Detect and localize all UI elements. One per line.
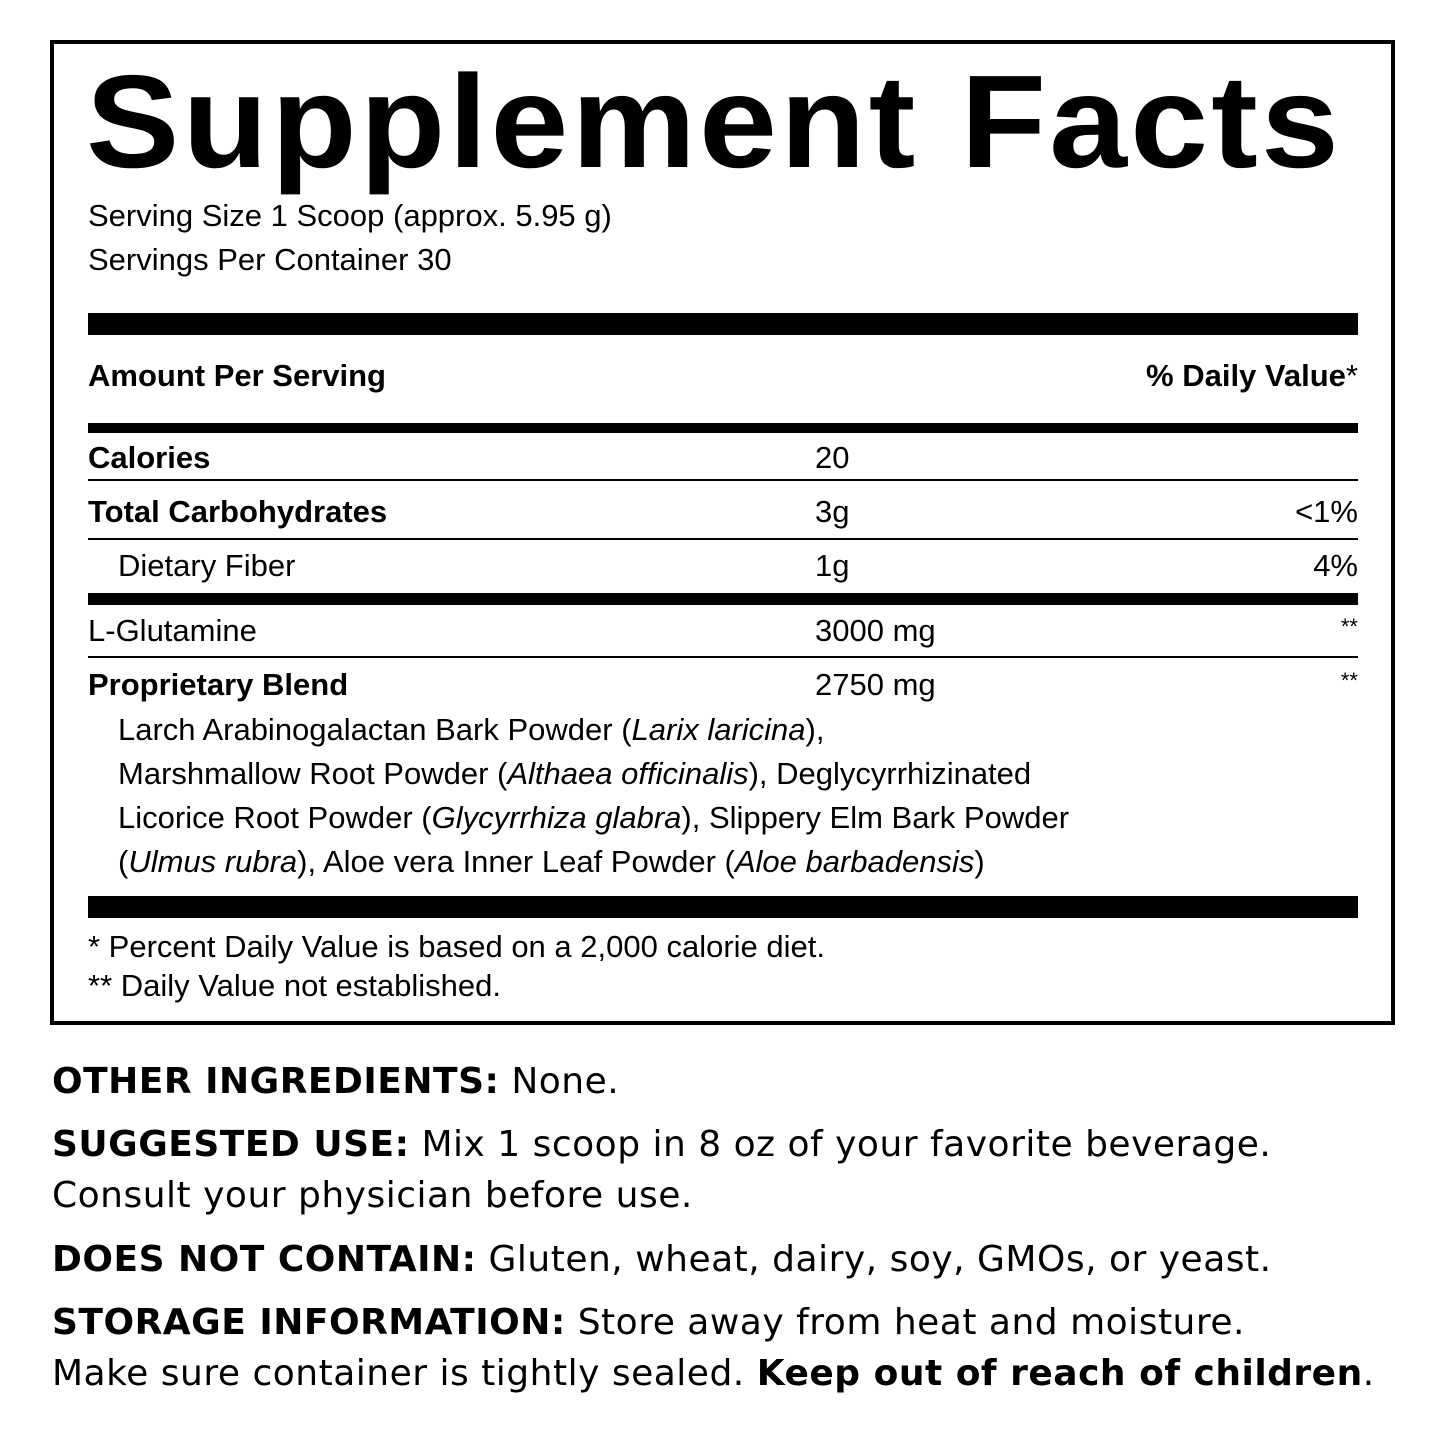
row-dv: ** bbox=[1340, 614, 1358, 639]
daily-value-label: % Daily Value bbox=[1146, 358, 1346, 393]
footnote: ** Daily Value not established. bbox=[88, 968, 502, 1003]
blend-line: Larch Arabinogalactan Bark Powder (Larix… bbox=[118, 712, 825, 747]
serving-size: Serving Size 1 Scoop (approx. 5.95 g) bbox=[88, 198, 612, 233]
blend-line: (Ulmus rubra), Aloe vera Inner Leaf Powd… bbox=[118, 844, 985, 879]
does-not-contain: DOES NOT CONTAIN: Gluten, wheat, dairy, … bbox=[52, 1239, 1272, 1280]
divider-thick bbox=[88, 313, 1358, 335]
blend-line: Marshmallow Root Powder (Althaea officin… bbox=[118, 756, 1032, 791]
row-name: Calories bbox=[88, 440, 211, 475]
divider-medium bbox=[88, 423, 1358, 433]
supplement-facts-panel bbox=[50, 40, 1395, 1025]
panel-title: Supplement Facts bbox=[86, 48, 1342, 195]
row-name: Proprietary Blend bbox=[88, 667, 349, 702]
row-dv: ** bbox=[1340, 668, 1358, 693]
divider-medium bbox=[88, 593, 1358, 605]
row-dv: 4% bbox=[1313, 548, 1358, 583]
row-dv: <1% bbox=[1295, 494, 1358, 529]
footnote: * Percent Daily Value is based on a 2,00… bbox=[88, 929, 825, 964]
storage-line2: Make sure container is tightly sealed. K… bbox=[52, 1353, 1375, 1394]
row-name: Dietary Fiber bbox=[118, 548, 296, 583]
divider-thin bbox=[88, 656, 1358, 658]
divider-thin bbox=[88, 538, 1358, 540]
daily-value-header: % Daily Value* bbox=[1146, 358, 1358, 394]
suggested-use: SUGGESTED USE: Mix 1 scoop in 8 oz of yo… bbox=[52, 1124, 1272, 1165]
suggested-use-line2: Consult your physician before use. bbox=[52, 1175, 693, 1216]
servings-per-container: Servings Per Container 30 bbox=[88, 242, 452, 277]
blend-line: Licorice Root Powder (Glycyrrhiza glabra… bbox=[118, 800, 1070, 835]
row-name: Total Carbohydrates bbox=[88, 494, 388, 529]
daily-value-mark: * bbox=[1345, 358, 1358, 393]
row-name: L-Glutamine bbox=[88, 613, 257, 648]
row-amount: 2750 mg bbox=[815, 667, 936, 702]
divider-thin bbox=[88, 479, 1358, 481]
amount-per-serving-header: Amount Per Serving bbox=[88, 358, 386, 393]
row-amount: 20 bbox=[815, 440, 850, 475]
storage-information: STORAGE INFORMATION: Store away from hea… bbox=[52, 1302, 1245, 1343]
other-ingredients: OTHER INGREDIENTS: None. bbox=[52, 1061, 620, 1102]
row-amount: 3g bbox=[815, 494, 850, 529]
divider-thick bbox=[88, 896, 1358, 918]
row-amount: 1g bbox=[815, 548, 850, 583]
row-amount: 3000 mg bbox=[815, 613, 936, 648]
